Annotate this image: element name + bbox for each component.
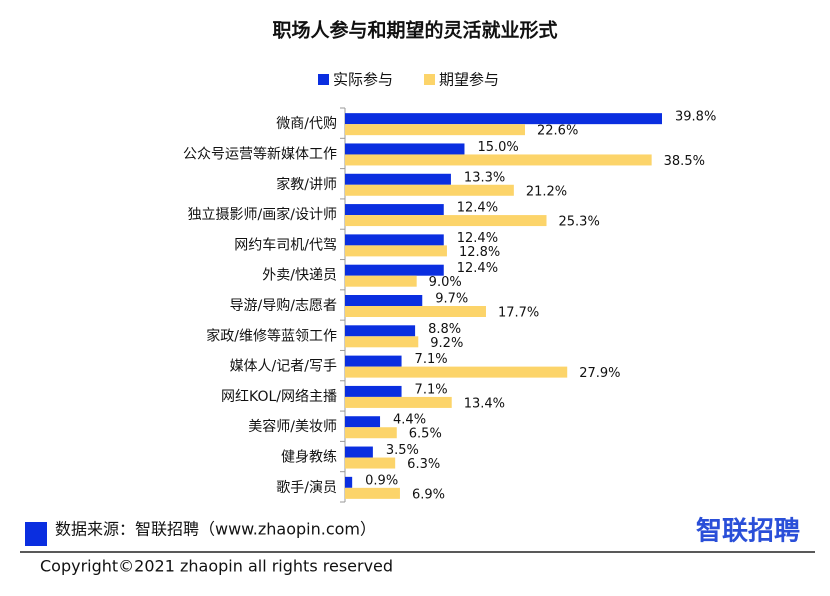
data-label: 9.2%	[430, 336, 463, 351]
y-tick-label: 微商/代购	[276, 116, 337, 132]
data-label: 6.9%	[412, 487, 445, 502]
legend-swatch	[318, 74, 329, 85]
bar	[345, 184, 514, 196]
data-label: 6.5%	[409, 427, 442, 442]
data-label: 3.5%	[386, 443, 419, 458]
y-tick-label: 导游/导购/志愿者	[230, 298, 337, 314]
legend-label: 期望参与	[439, 71, 499, 89]
source-icon	[25, 522, 47, 546]
data-label: 25.3%	[559, 215, 600, 230]
data-label: 39.8%	[675, 110, 716, 125]
copyright: Copyright©2021 zhaopin all rights reserv…	[40, 557, 393, 576]
data-label: 13.4%	[464, 396, 505, 411]
bar	[345, 336, 419, 348]
bar	[345, 446, 373, 458]
bar	[345, 396, 452, 408]
chart-title: 职场人参与和期望的灵活就业形式	[272, 19, 557, 42]
data-label: 7.1%	[415, 352, 448, 367]
y-tick-label: 外卖/快递员	[262, 268, 337, 284]
data-label: 21.2%	[526, 184, 567, 199]
bar	[345, 355, 402, 367]
data-label: 22.6%	[537, 124, 578, 139]
data-label: 12.4%	[457, 231, 498, 246]
bar	[345, 306, 486, 317]
bar	[345, 366, 568, 378]
bar	[345, 476, 353, 488]
data-label: 0.9%	[365, 473, 398, 488]
bar	[345, 457, 396, 469]
data-label: 15.0%	[477, 140, 518, 155]
data-label: 12.8%	[459, 245, 500, 260]
data-label: 4.4%	[393, 413, 426, 428]
data-label: 38.5%	[664, 154, 705, 169]
y-tick-label: 家政/维修等蓝领工作	[206, 327, 337, 344]
data-label: 9.0%	[429, 275, 462, 290]
data-label: 27.9%	[579, 366, 620, 381]
bar	[345, 385, 402, 397]
bar	[345, 154, 652, 166]
data-label: 8.8%	[428, 322, 461, 337]
bar	[345, 245, 447, 257]
y-tick-label: 家教/讲师	[276, 176, 337, 193]
bar	[345, 487, 400, 499]
bar	[345, 143, 465, 155]
y-tick-label: 独立摄影师/画家/设计师	[188, 206, 337, 223]
bar	[345, 215, 547, 227]
bar	[345, 264, 444, 276]
data-label: 9.7%	[435, 292, 468, 307]
data-label: 12.4%	[457, 261, 498, 276]
bar	[345, 416, 381, 428]
legend-swatch	[424, 74, 435, 85]
bar	[345, 234, 444, 246]
y-tick-label: 公众号运营等新媒体工作	[183, 145, 337, 162]
bar	[345, 325, 416, 337]
y-tick-label: 媒体人/记者/写手	[230, 359, 337, 375]
data-label: 17.7%	[498, 306, 539, 321]
y-tick-label: 网约车司机/代驾	[234, 236, 337, 253]
bar	[345, 113, 662, 125]
data-label: 6.3%	[407, 457, 440, 472]
bar	[345, 204, 444, 216]
bar	[345, 173, 451, 185]
y-tick-label: 网红KOL/网络主播	[221, 389, 337, 405]
bar	[345, 124, 526, 136]
source-text: 数据来源：智联招聘（www.zhaopin.com）	[55, 520, 376, 539]
data-label: 7.1%	[415, 382, 448, 397]
logo: 智联招聘	[696, 517, 800, 547]
legend-label: 实际参与	[333, 71, 393, 89]
y-tick-label: 歌手/演员	[276, 480, 337, 496]
bar	[345, 427, 397, 439]
bar	[345, 295, 423, 306]
y-tick-label: 美容师/美妆师	[248, 418, 337, 435]
y-tick-label: 健身教练	[281, 450, 337, 466]
data-label: 13.3%	[464, 170, 505, 185]
bar	[345, 275, 417, 287]
data-label: 12.4%	[457, 201, 498, 216]
